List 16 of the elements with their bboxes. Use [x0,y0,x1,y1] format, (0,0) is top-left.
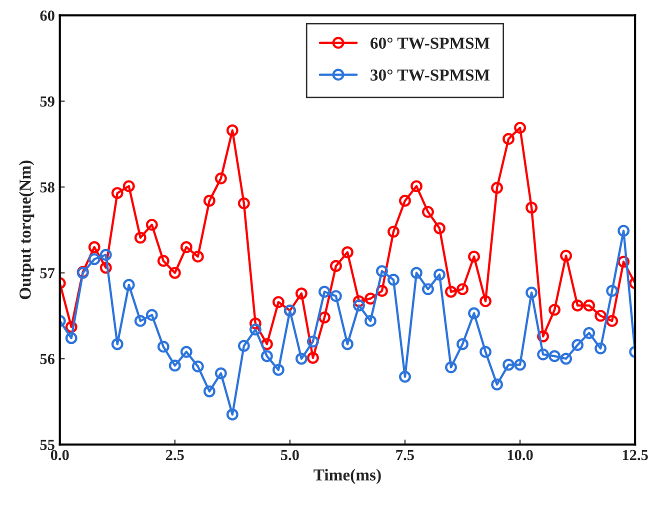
y-tick-label: 60 [40,10,54,21]
x-tick-label: 12.5 [622,450,648,460]
y-tick-label: 58 [40,182,54,192]
x-tick-label: 2.5 [166,450,184,460]
x-tick-label: 7.5 [396,450,414,460]
y-tick-label: 56 [40,354,55,364]
y-tick-label: 57 [40,268,55,278]
legend-label: 30° TW-SPMSM [370,69,490,81]
y-tick-label: 55 [40,440,54,450]
x-axis-title: Time(ms) [314,468,381,484]
y-tick-label: 59 [40,96,54,107]
x-tick-label: 10.0 [508,450,533,460]
legend-label: 60° TW-SPMSM [370,38,490,49]
x-tick-label: 5.0 [281,450,299,460]
y-axis-title: Output torque(Nm) [19,160,34,300]
x-tick-label: 0.0 [50,450,69,460]
